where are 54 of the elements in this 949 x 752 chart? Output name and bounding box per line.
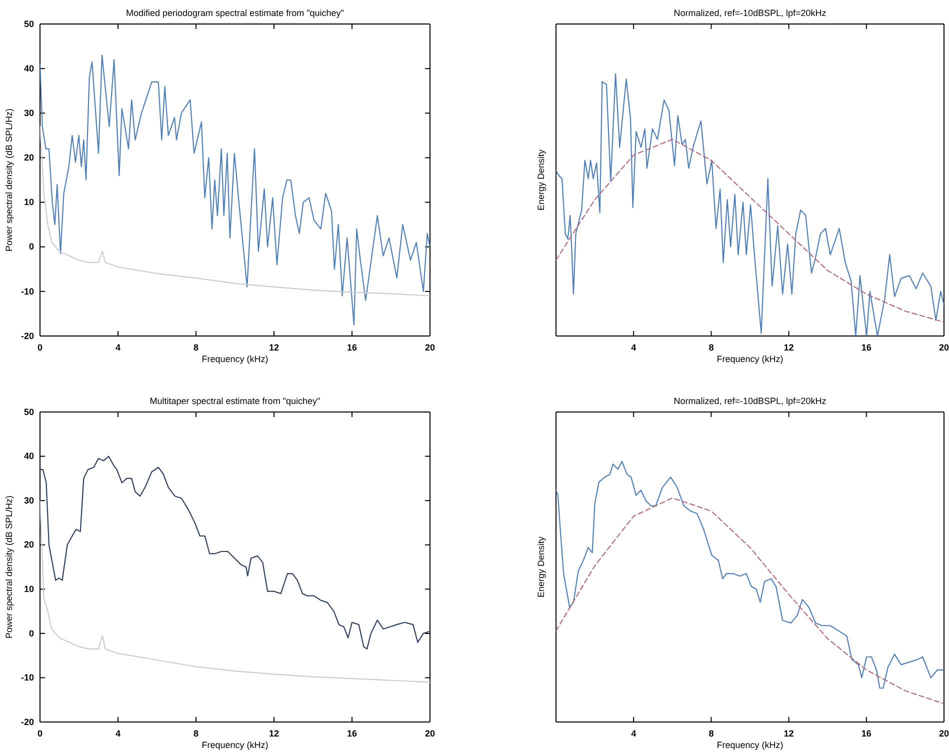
x-tick-label: 0 (37, 342, 43, 352)
x-tick-label: 16 (861, 728, 872, 738)
x-tick-label: 12 (784, 728, 794, 738)
chart-title: Normalized, ref=-10dBSPL, lpf=20kHz (674, 396, 827, 406)
x-axis-title: Frequency (kHz) (202, 354, 268, 364)
x-tick-label: 8 (193, 728, 199, 738)
y-tick-label: 50 (24, 18, 34, 29)
y-tick-label: 10 (24, 584, 34, 594)
x-tick-label: 16 (861, 342, 872, 352)
x-tick-label: 20 (424, 728, 436, 738)
x-tick-label: 4 (631, 728, 636, 738)
y-tick-label: 40 (24, 451, 34, 462)
x-axis-title: Frequency (kHz) (202, 740, 268, 750)
y-tick-label: -10 (20, 672, 34, 683)
y-tick-label: -10 (20, 286, 34, 296)
y-tick-label: 20 (24, 540, 34, 550)
x-tick-label: 20 (938, 342, 949, 352)
y-tick-label: 30 (24, 495, 34, 506)
x-tick-label: 12 (268, 342, 280, 352)
y-tick-label: 20 (24, 152, 34, 163)
chart-title: Multitaper spectral estimate from "quichey" (150, 396, 320, 406)
x-axis-title: Frequency (kHz) (716, 740, 784, 750)
y-axis-title: Energy Density (536, 148, 546, 211)
x-tick-label: 20 (424, 342, 436, 352)
y-axis-title: Power spectral density (dB SPL/Hz) (4, 495, 14, 639)
x-tick-label: 16 (346, 342, 358, 352)
chart-title: Modified periodogram spectral estimate from "quichey" (126, 8, 344, 18)
x-tick-label: 8 (708, 728, 714, 738)
y-axis-title: Energy Density (536, 536, 546, 598)
x-tick-label: 4 (115, 728, 121, 738)
line-series (40, 500, 430, 683)
chart-title: Normalized, ref=-10dBSPL, lpf=20kHz (674, 8, 827, 18)
y-axis-title: Power spectral density (dB SPL/Hz) (4, 108, 14, 252)
x-tick-label: 16 (346, 728, 358, 738)
x-tick-label: 4 (115, 342, 121, 352)
x-tick-label: 4 (631, 342, 636, 352)
y-tick-label: 0 (28, 242, 34, 252)
y-tick-label: 40 (24, 63, 34, 74)
y-tick-label: 30 (24, 108, 34, 118)
y-tick-label: -20 (20, 716, 34, 727)
y-tick-label: 0 (28, 628, 34, 638)
x-tick-label: 20 (938, 728, 949, 738)
y-tick-label: -20 (20, 330, 34, 341)
line-series (40, 456, 430, 650)
y-tick-label: 10 (24, 197, 34, 208)
x-tick-label: 12 (268, 728, 280, 738)
x-tick-label: 12 (784, 342, 794, 352)
x-axis-title: Frequency (kHz) (716, 354, 784, 364)
line-series (40, 54, 430, 326)
x-tick-label: 8 (708, 342, 714, 352)
x-tick-label: 0 (37, 728, 43, 738)
y-tick-label: 50 (24, 406, 34, 417)
x-tick-label: 8 (193, 342, 199, 352)
line-series (40, 126, 430, 296)
